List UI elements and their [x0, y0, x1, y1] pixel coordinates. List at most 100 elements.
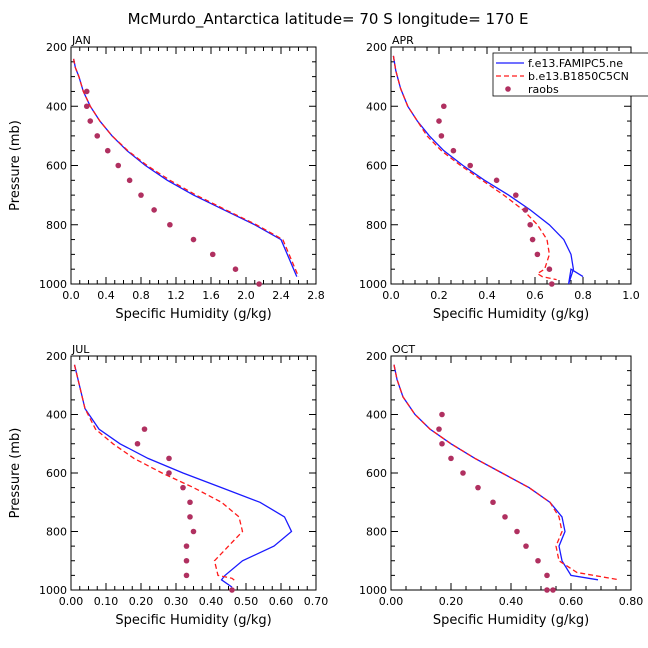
- chart-panel-oct: OCT 0.00 0.20 0.40 0.60 0.80 200 400 600 800 1000 S…: [359, 343, 643, 628]
- raobs-point: [141, 426, 148, 432]
- x-tick-label: 0.30: [164, 595, 189, 608]
- raobs-point: [493, 177, 500, 184]
- raobs-point: [513, 192, 519, 198]
- y-tick-label: 600: [366, 467, 387, 480]
- raobs-point: [190, 528, 197, 535]
- x-tick-label: 0.2: [430, 289, 448, 302]
- y-tick-label: 800: [366, 526, 387, 539]
- x-tick-label: 0.50: [234, 595, 259, 608]
- raobs-point: [523, 543, 529, 549]
- panel-label: JAN: [71, 34, 91, 47]
- y-tick-label: 1000: [39, 278, 67, 291]
- series-b-e13-line: [72, 58, 300, 277]
- raobs-point: [87, 118, 94, 124]
- x-tick-label: 2.8: [307, 289, 325, 302]
- plot-frame: [70, 46, 317, 285]
- raobs-point: [115, 162, 122, 169]
- x-tick-label: 0.8: [132, 289, 150, 302]
- x-tick-label: 2.0: [237, 289, 255, 302]
- x-tick-label: 0.8: [574, 289, 592, 302]
- series-b-e13-line: [392, 55, 557, 281]
- y-axis-label: Pressure (mb): [8, 120, 23, 211]
- raobs-point: [180, 484, 186, 491]
- y-tick-label: 200: [366, 350, 387, 363]
- x-tick-label: 0.4: [97, 289, 115, 302]
- x-tick-label: 1.0: [622, 289, 640, 302]
- y-tick-label: 200: [366, 41, 387, 54]
- x-axis-label: Specific Humidity (g/kg): [115, 613, 271, 628]
- x-tick-label: 0.10: [94, 595, 119, 608]
- y-tick-label: 800: [46, 219, 67, 232]
- x-tick-label: 1.2: [167, 289, 185, 302]
- raobs-point: [134, 440, 141, 447]
- raobs-point: [460, 470, 466, 476]
- raobs-point: [450, 147, 457, 154]
- y-tick-label: 600: [366, 160, 387, 173]
- series-b-e13-line: [73, 364, 244, 582]
- y-tick-label: 200: [46, 41, 67, 54]
- raobs-point: [167, 221, 173, 228]
- raobs-point: [527, 221, 533, 228]
- raobs-point: [94, 133, 101, 139]
- raobs-point: [232, 266, 239, 272]
- y-tick-label: 200: [46, 350, 67, 363]
- raobs-point: [436, 118, 442, 124]
- raobs-point: [83, 88, 90, 95]
- raobs-point: [439, 411, 445, 418]
- x-axis-label: Specific Humidity (g/kg): [433, 307, 589, 322]
- x-tick-label: 1.6: [202, 289, 220, 302]
- raobs-point: [514, 528, 520, 535]
- raobs-point: [438, 133, 445, 139]
- x-tick-label: 0.20: [129, 595, 154, 608]
- raobs-point: [535, 557, 541, 564]
- x-axis-label: Specific Humidity (g/kg): [115, 307, 271, 322]
- raobs-point: [529, 236, 536, 243]
- x-tick-label: 0.60: [269, 595, 294, 608]
- raobs-point: [550, 587, 556, 593]
- raobs-point: [544, 572, 550, 579]
- legend-entry: f.e13.FAMIPC5.ne: [528, 57, 623, 70]
- raobs-point: [166, 470, 172, 476]
- x-tick-label: 0.4: [478, 289, 496, 302]
- raobs-point: [441, 103, 447, 110]
- legend-box: [492, 52, 648, 97]
- raobs-point: [256, 281, 262, 287]
- x-tick-label: 0.00: [59, 595, 84, 608]
- x-tick-label: 0.00: [379, 595, 404, 608]
- y-tick-label: 400: [46, 409, 67, 422]
- raobs-point: [522, 207, 529, 213]
- x-tick-label: 0.40: [199, 595, 224, 608]
- panel-label: OCT: [392, 343, 415, 356]
- y-tick-label: 400: [46, 100, 67, 113]
- raobs-point: [126, 177, 133, 184]
- raobs-point: [187, 514, 193, 520]
- y-tick-label: 400: [366, 409, 387, 422]
- raobs-point: [439, 440, 445, 447]
- y-tick-label: 800: [46, 526, 67, 539]
- legend-entry: b.e13.B1850C5CN: [528, 70, 629, 83]
- figure-title: McMurdo_Antarctica latitude= 70 S longit…: [128, 10, 529, 29]
- y-tick-label: 1000: [39, 584, 67, 597]
- legend-raobs-marker: [505, 86, 511, 92]
- raobs-point: [209, 251, 216, 258]
- raobs-point: [549, 281, 555, 287]
- raobs-point: [104, 147, 111, 154]
- y-tick-label: 1000: [359, 278, 387, 291]
- series-f-e13-line: [72, 58, 298, 277]
- raobs-point: [467, 162, 474, 169]
- raobs-point: [546, 266, 553, 272]
- x-tick-label: 0.0: [62, 289, 80, 302]
- x-tick-label: 0.60: [559, 595, 584, 608]
- x-tick-label: 0.70: [304, 595, 329, 608]
- x-tick-label: 0.0: [382, 289, 400, 302]
- raobs-point: [138, 192, 144, 198]
- series-f-e13-line: [73, 364, 293, 588]
- y-axis-label: Pressure (mb): [8, 428, 23, 519]
- series-b-e13-line: [393, 364, 620, 581]
- x-tick-label: 0.80: [619, 595, 644, 608]
- raobs-point: [436, 426, 442, 432]
- legend-entry: raobs: [528, 83, 559, 96]
- y-tick-label: 1000: [359, 584, 387, 597]
- raobs-point: [502, 514, 508, 520]
